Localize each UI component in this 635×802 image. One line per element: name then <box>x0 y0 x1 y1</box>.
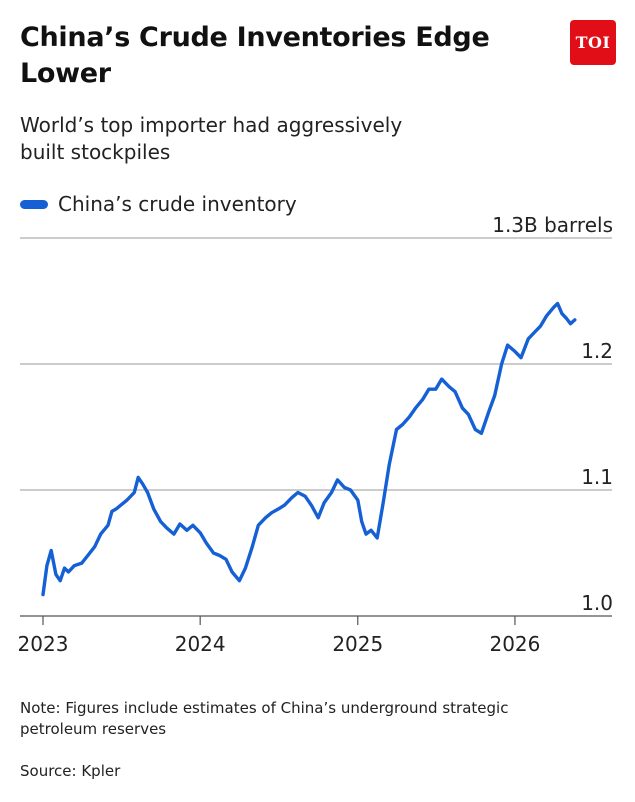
line-chart: 1.0 1.1 1.2 1.3B barrels 2023 2024 2025 2026 <box>18 213 613 656</box>
legend-label: China’s crude inventory <box>58 192 297 216</box>
y-tick-label: 1.2 <box>581 339 613 363</box>
chart-subtitle: World’s top importer had aggressively bu… <box>20 113 403 164</box>
y-tick-label: 1.0 <box>581 591 613 615</box>
x-tick-label: 2026 <box>489 632 540 656</box>
footnote: Note: Figures include estimates of China… <box>20 699 509 738</box>
chart-title: China’s Crude Inventories Edge Lower <box>20 22 490 89</box>
x-tick-label: 2025 <box>332 632 383 656</box>
y-axis-labels: 1.0 1.1 1.2 1.3B barrels <box>492 213 613 615</box>
y-tick-label: 1.1 <box>581 465 613 489</box>
series-layer <box>41 301 577 597</box>
gridlines <box>20 237 612 491</box>
y-tick-label: 1.3B barrels <box>492 213 613 237</box>
series-line-china-crude-inventory <box>41 301 577 597</box>
x-tick-label: 2023 <box>18 632 69 656</box>
x-axis: 2023 2024 2025 2026 <box>18 615 612 656</box>
source-credit: Source: Kpler <box>20 762 121 780</box>
x-tick-label: 2024 <box>175 632 226 656</box>
legend-swatch <box>20 199 48 209</box>
chart-legend: China’s crude inventory <box>20 190 297 218</box>
toi-logo-text: TOI <box>575 33 611 52</box>
toi-logo[interactable]: TOI <box>570 20 616 65</box>
